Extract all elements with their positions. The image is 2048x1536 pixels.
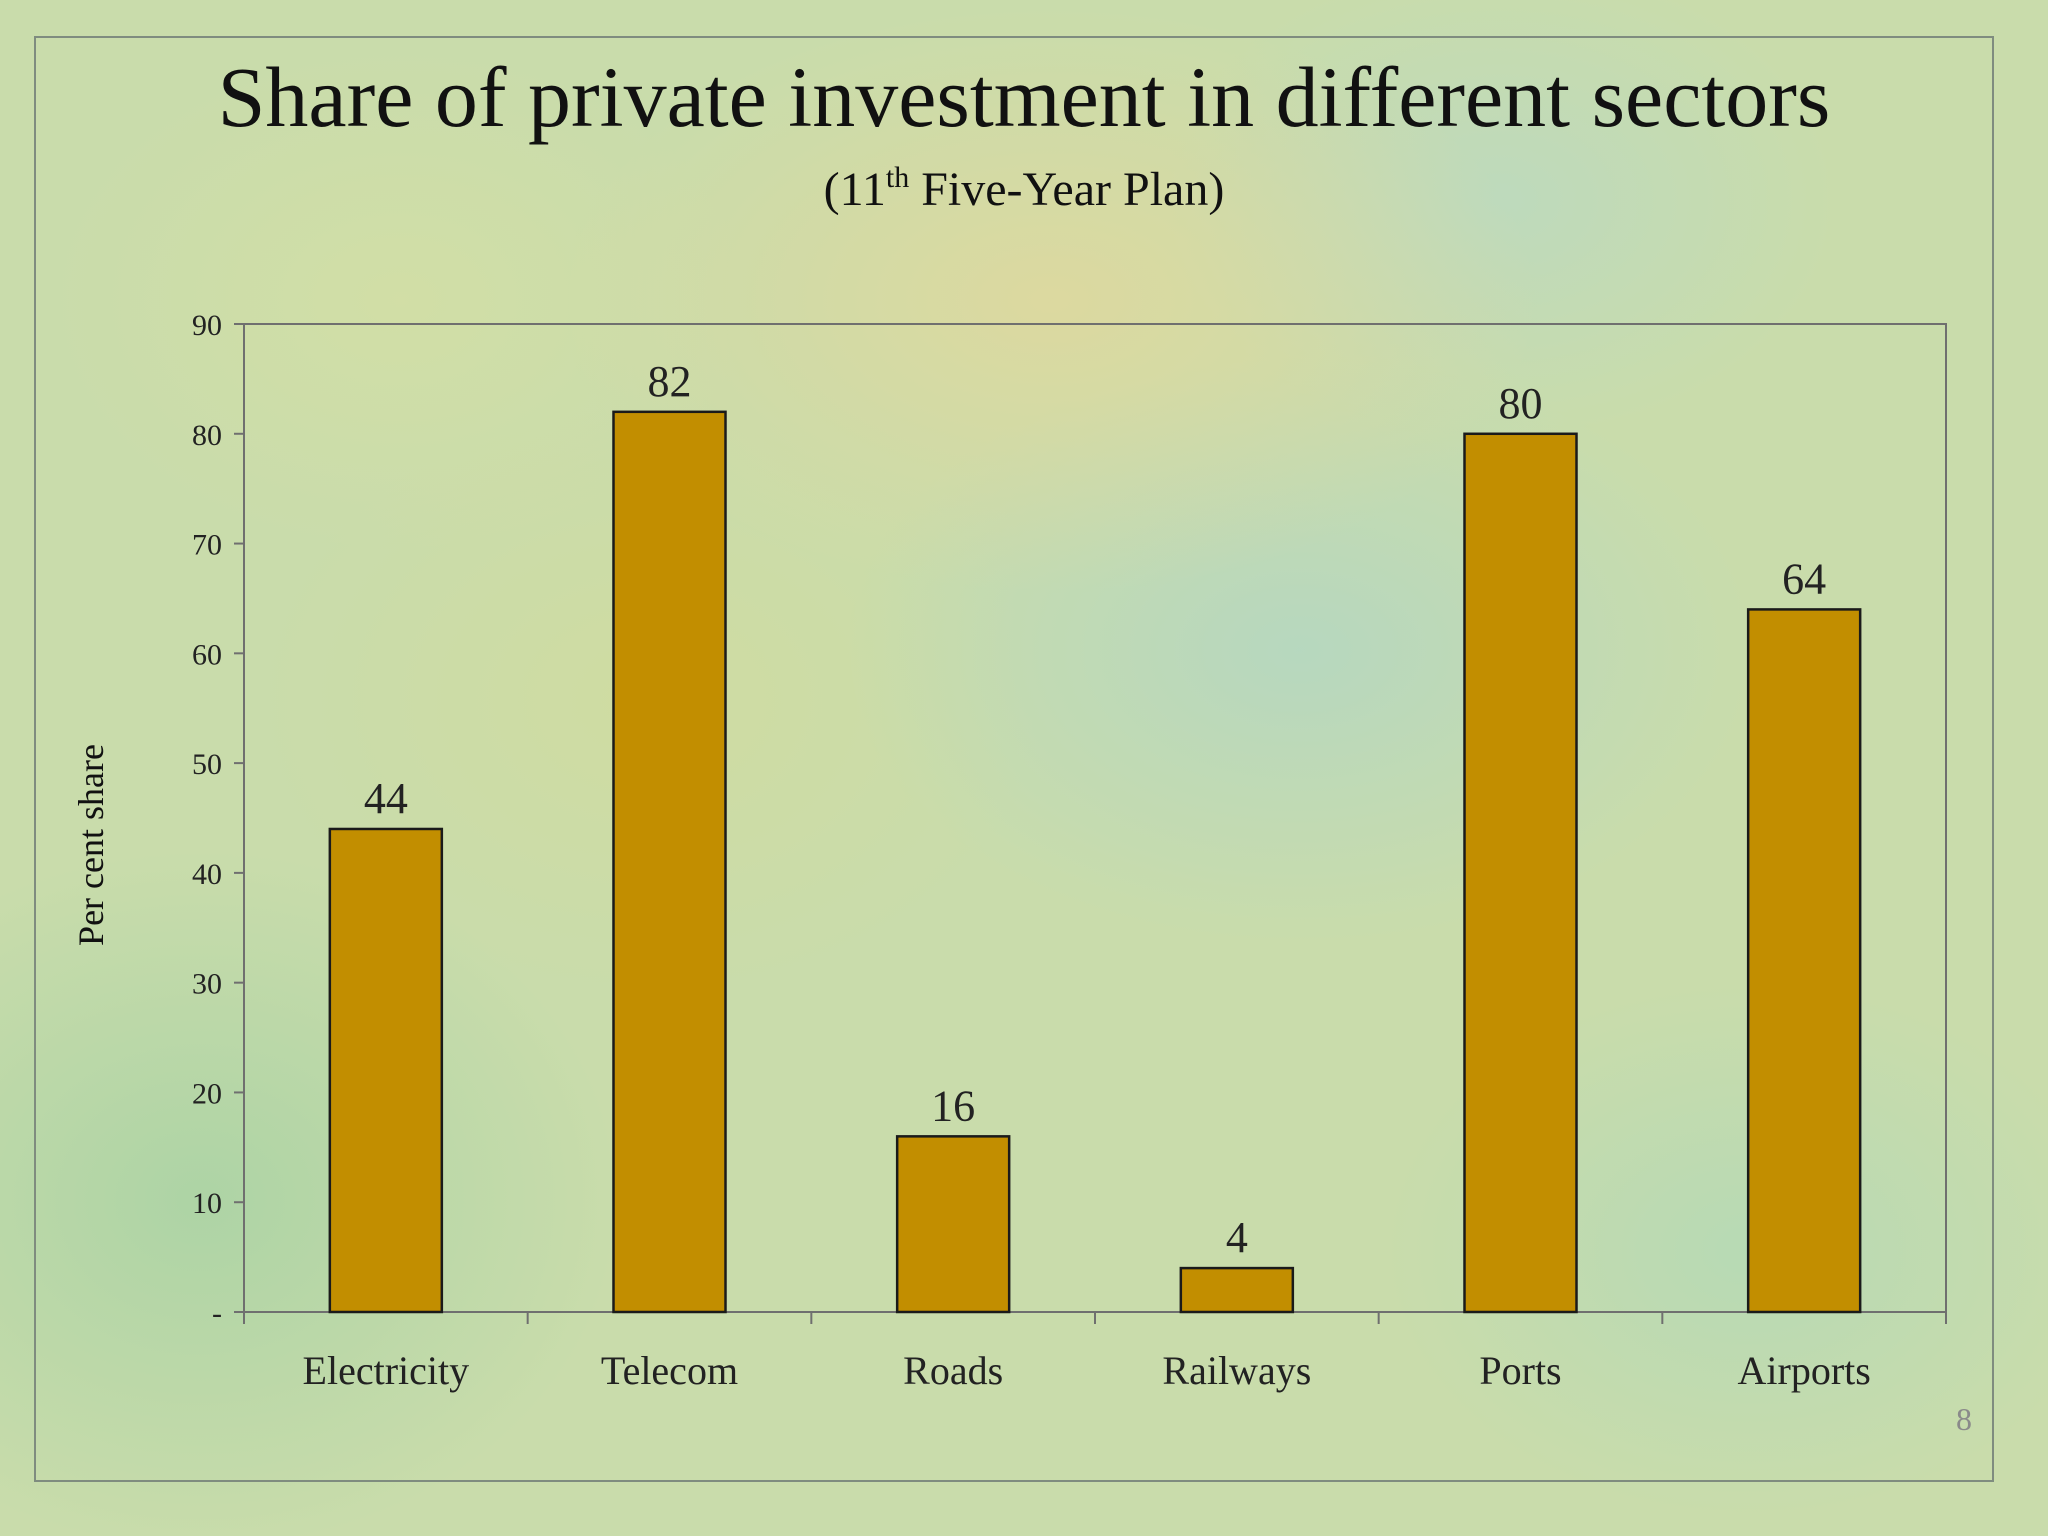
- y-tick-label: 40: [192, 858, 222, 891]
- bar: [1179, 1266, 1295, 1314]
- y-tick-label: 50: [192, 748, 222, 781]
- plot-area: - 10 20 30 40 50 60 70 80 90 44 Electricity 82 Teleco…: [192, 309, 1947, 1393]
- plot-border: [243, 323, 1947, 1313]
- chart-subtitle: (11th Five-Year Plan): [824, 161, 1225, 216]
- page-number: 8: [1956, 1401, 1972, 1437]
- y-tick-label: -: [212, 1297, 222, 1330]
- y-tick-label: 80: [192, 419, 222, 452]
- x-tick-label: Electricity: [303, 1348, 470, 1393]
- chart-subtitle-suffix: Five-Year Plan): [909, 163, 1224, 216]
- x-tick-label: Airports: [1738, 1348, 1871, 1393]
- y-tick-label: 20: [192, 1077, 222, 1110]
- y-axis-label: Per cent share: [71, 744, 111, 946]
- x-tick-label: Telecom: [601, 1348, 738, 1393]
- y-tick-label: 60: [192, 638, 222, 671]
- bar: [328, 827, 444, 1314]
- data-label: 16: [931, 1081, 975, 1130]
- slide-frame: [34, 36, 1994, 1482]
- y-tick-label: 30: [192, 968, 222, 1001]
- chart-title: Share of private investment in different…: [218, 49, 1831, 145]
- bar: [612, 410, 727, 1314]
- x-tick-label: Ports: [1479, 1348, 1561, 1393]
- data-label: 64: [1782, 554, 1826, 603]
- data-label: 4: [1226, 1213, 1248, 1262]
- x-tick-label: Railways: [1162, 1348, 1311, 1393]
- chart-subtitle-superscript: th: [886, 161, 909, 194]
- y-tick-label: 90: [192, 309, 222, 342]
- data-label: 82: [648, 357, 692, 406]
- data-label: 44: [364, 774, 408, 823]
- y-tick-label: 70: [192, 529, 222, 562]
- bar: [1463, 432, 1578, 1314]
- chart-subtitle-prefix: (11: [824, 163, 886, 216]
- x-tick-label: Roads: [903, 1348, 1003, 1393]
- bar: [1746, 608, 1862, 1314]
- data-label: 80: [1499, 379, 1543, 428]
- bar: [895, 1135, 1011, 1314]
- y-tick-label: 10: [192, 1187, 222, 1220]
